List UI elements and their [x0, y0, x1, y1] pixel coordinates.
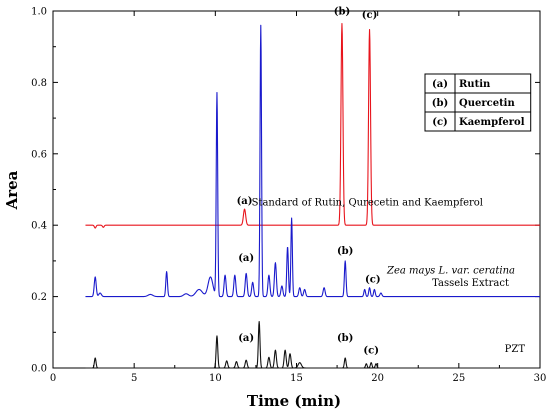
y-tick-label: 0.8 [31, 78, 47, 89]
series-label-extract-line1: Zea mays L. var. ceratina [386, 265, 515, 276]
legend-entry-name: Kaempferol [459, 117, 525, 128]
chromatogram-traces [85, 22, 541, 369]
x-tick-label: 25 [452, 373, 465, 384]
peak-annotation: (b) [337, 246, 353, 257]
x-tick-label: 20 [371, 373, 384, 384]
series-labels: Standard of Rutin, Qurecetin and Kaempfe… [252, 198, 526, 355]
peak-annotation: (b) [337, 333, 353, 344]
peak-annotations: (a) (b) (c) (a) (b) (c) (a) (b) (c) [237, 7, 381, 357]
legend-entry-name: Rutin [459, 79, 491, 90]
y-tick-label: 0.6 [31, 149, 47, 160]
peak-annotation: (a) [237, 196, 253, 207]
y-tick-label: 0.4 [31, 221, 47, 232]
x-tick-label: 10 [209, 373, 222, 384]
x-tick-label: 0 [50, 373, 56, 384]
x-tick-label: 15 [290, 373, 303, 384]
series-label-standard: Standard of Rutin, Qurecetin and Kaempfe… [252, 198, 483, 209]
x-axis-title: Time (min) [247, 392, 341, 410]
legend-key: (a) [432, 79, 448, 90]
y-axis-ticks: 0.0 0.2 0.4 0.6 0.8 1.0 [31, 7, 540, 375]
series-label-extract-line2: Tassels Extract [432, 278, 509, 289]
y-tick-label: 1.0 [31, 7, 47, 18]
series-label-pzt: PZT [505, 344, 526, 355]
pzt-trace [85, 321, 541, 369]
peak-annotation: (c) [362, 10, 378, 21]
y-tick-label: 0.2 [31, 292, 47, 303]
legend-box [424, 73, 532, 132]
legend-key: (c) [432, 117, 448, 128]
legend: (a) Rutin (b) Quercetin (c) Kaempferol [424, 73, 532, 132]
peak-annotation: (c) [363, 346, 379, 357]
peak-annotation: (b) [334, 7, 350, 18]
peak-annotation: (a) [238, 253, 254, 264]
legend-entry-name: Quercetin [459, 98, 515, 109]
legend-key: (b) [432, 98, 448, 109]
y-tick-label: 0.0 [31, 364, 47, 375]
peak-annotation: (a) [238, 333, 254, 344]
standard-trace [85, 22, 541, 229]
plot-border [52, 10, 541, 369]
y-axis-title: Area [3, 170, 21, 210]
extract-trace [85, 24, 541, 298]
x-tick-label: 30 [534, 373, 547, 384]
plot-frame [52, 10, 541, 369]
x-tick-label: 5 [131, 373, 137, 384]
peak-annotation: (c) [365, 274, 381, 285]
